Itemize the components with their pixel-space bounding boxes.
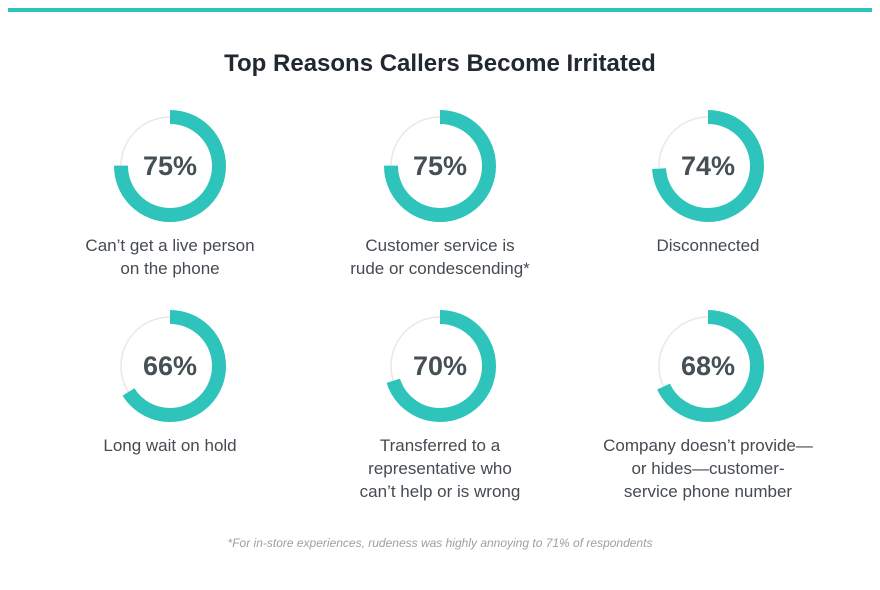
label-line: Transferred to a: [379, 436, 501, 455]
label-line: service phone number: [623, 482, 793, 501]
donut-arc-75: [114, 110, 226, 222]
footnote: *For in-store experiences, rudeness was …: [227, 536, 653, 550]
donut-arc-70: [384, 310, 496, 422]
donut-item-hidden-number: 68% Company doesn’t provide— or hides—cu…: [573, 310, 843, 510]
label-line: Customer service is: [365, 236, 515, 255]
donut-item-rude-service: 75% Customer service is rude or condesce…: [305, 110, 575, 310]
donut-value-label: 74%: [680, 151, 736, 181]
donut-ring: [114, 310, 226, 422]
donut-arc-74: [652, 110, 764, 222]
donut-item-wait-on-hold: 66% Long wait on hold: [35, 310, 305, 510]
donut-arc-75: [384, 110, 496, 222]
donut-value-label: 75%: [412, 151, 468, 181]
donut-category-label: Customer service is rude or condescendin…: [305, 234, 575, 280]
label-line: Long wait on hold: [103, 436, 237, 455]
label-line: rude or condescending*: [350, 259, 530, 278]
donut-svg: [114, 110, 226, 222]
donut-ring: [114, 110, 226, 222]
donut-item-disconnected: 74% Disconnected: [573, 110, 843, 310]
donut-arc-68: [652, 310, 764, 422]
label-line: or hides—customer-: [631, 459, 785, 478]
donut-ring: [652, 110, 764, 222]
donut-svg: [114, 310, 226, 422]
donut-svg: [652, 310, 764, 422]
donut-value-label: 68%: [680, 351, 736, 381]
donut-value-label: 70%: [412, 351, 468, 381]
label-line: on the phone: [120, 259, 220, 278]
donut-arc-66: [114, 310, 226, 422]
donut-item-transferred: 70% Transferred to a representative who …: [305, 310, 575, 510]
donut-category-label: Can’t get a live person on the phone: [35, 234, 305, 280]
chart-title: Top Reasons Callers Become Irritated: [224, 50, 656, 77]
donut-category-label: Disconnected: [573, 234, 843, 257]
top-accent-bar: [8, 8, 872, 12]
donut-ring: [384, 310, 496, 422]
donut-category-label: Transferred to a representative who can’…: [305, 434, 575, 503]
label-line: Company doesn’t provide—: [603, 436, 813, 455]
label-line: representative who: [368, 459, 512, 478]
donut-category-label: Long wait on hold: [35, 434, 305, 457]
donut-svg: [652, 110, 764, 222]
donut-value-label: 75%: [142, 151, 198, 181]
donut-category-label: Company doesn’t provide— or hides—custom…: [573, 434, 843, 503]
donut-ring: [384, 110, 496, 222]
donut-item-live-person: 75% Can’t get a live person on the phone: [35, 110, 305, 310]
donut-value-label: 66%: [142, 351, 198, 381]
label-line: Disconnected: [656, 236, 760, 255]
donut-svg: [384, 110, 496, 222]
donut-ring: [652, 310, 764, 422]
label-line: Can’t get a live person: [85, 236, 255, 255]
label-line: can’t help or is wrong: [359, 482, 521, 501]
donut-svg: [384, 310, 496, 422]
